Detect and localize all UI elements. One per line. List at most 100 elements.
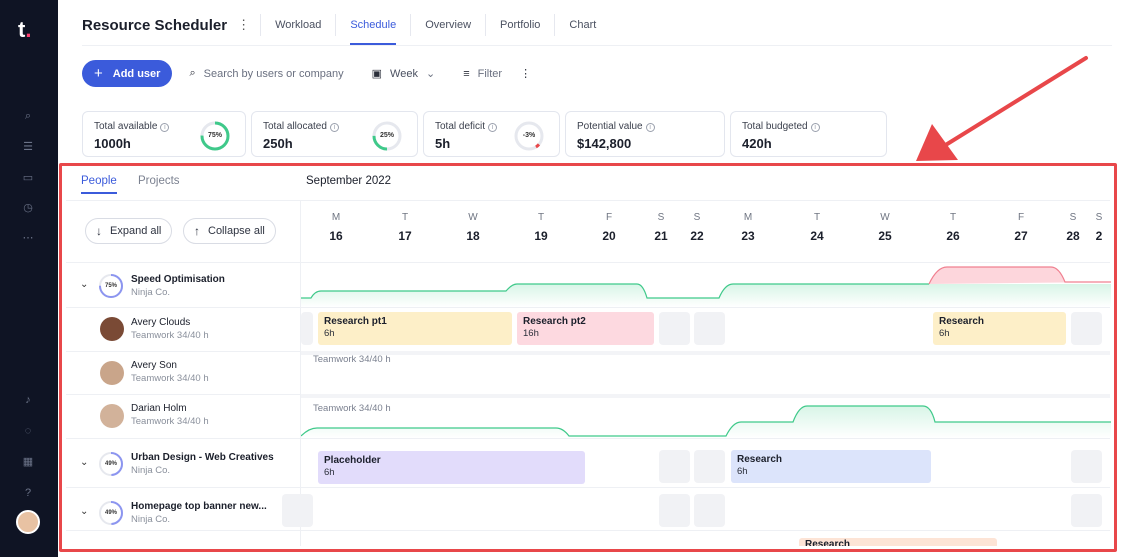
stat-total-available: Total available i 1000h 75% — [82, 111, 246, 157]
divider — [66, 307, 1110, 308]
chevron-down-icon[interactable]: ⌄ — [80, 457, 89, 468]
toolbar-more-icon[interactable]: ⋮ — [520, 68, 532, 80]
month-label: September 2022 — [306, 175, 392, 187]
app-logo[interactable]: t. — [18, 17, 32, 42]
day-column-header: M 23 — [741, 212, 755, 243]
apps-grid-icon[interactable]: ▦ — [22, 456, 34, 468]
tab-portfolio[interactable]: Portfolio — [485, 14, 554, 36]
assignment-block[interactable]: Research 6h — [731, 450, 931, 483]
row-separator — [301, 394, 1110, 398]
empty-slot[interactable] — [659, 494, 690, 527]
tab-overview[interactable]: Overview — [410, 14, 485, 36]
chevron-down-icon[interactable]: ⌄ — [80, 279, 89, 290]
expand-all-label: Expand all — [110, 225, 162, 237]
current-user-avatar[interactable] — [16, 510, 40, 534]
avatar[interactable] — [100, 404, 124, 428]
empty-slot[interactable] — [694, 450, 725, 483]
day-column-header: F 27 — [1014, 212, 1028, 243]
page-title: Resource Scheduler — [82, 16, 228, 34]
day-column-header: S 28 — [1066, 212, 1080, 243]
expand-all-button[interactable]: ↓ Expand all — [85, 218, 173, 244]
assignment-block[interactable]: Research 6h — [933, 312, 1066, 345]
help-circle-icon[interactable]: ◌ — [24, 425, 32, 437]
empty-slot[interactable] — [1071, 494, 1102, 527]
stat-potential-value: Potential value i $142,800 — [565, 111, 725, 157]
stat-value: 420h — [742, 136, 772, 151]
stat-label: Total allocated i — [263, 121, 406, 132]
assignment-block[interactable]: Placeholder 6h — [318, 451, 585, 484]
teamwork-label: Teamwork 34/40 h — [313, 403, 391, 414]
empty-slot[interactable] — [694, 312, 725, 345]
stat-label: Total deficit i — [435, 121, 548, 132]
divider — [66, 487, 1110, 488]
bell-icon[interactable]: ♪ — [25, 394, 31, 406]
add-user-label: Add user — [112, 67, 161, 80]
user-name[interactable]: Avery Son — [131, 360, 177, 371]
folder-icon[interactable]: ▭ — [22, 172, 34, 184]
user-capacity: Teamwork 34/40 h — [131, 416, 209, 427]
title-menu-icon[interactable]: ⋮ — [237, 17, 251, 32]
assignment-block[interactable]: Research pt2 16h — [517, 312, 654, 345]
capacity-graph-darian — [301, 405, 1111, 438]
tab-chart[interactable]: Chart — [554, 14, 610, 36]
user-name[interactable]: Avery Clouds — [131, 317, 191, 328]
info-icon[interactable]: i — [645, 123, 655, 132]
project-ring-percent: 49% — [104, 461, 117, 467]
info-icon[interactable]: i — [329, 123, 339, 132]
filter-button[interactable]: ≡ Filter — [463, 68, 502, 80]
project-name[interactable]: Homepage top banner new... — [131, 501, 267, 512]
empty-slot[interactable] — [694, 494, 725, 527]
divider — [66, 262, 1110, 263]
empty-slot[interactable] — [282, 494, 313, 527]
collapse-all-label: Collapse all — [208, 225, 265, 237]
project-company: Ninja Co. — [131, 465, 171, 476]
empty-slot[interactable] — [659, 450, 690, 483]
highlight-frame — [59, 163, 1117, 552]
chevron-down-icon[interactable]: ⌄ — [80, 506, 89, 517]
day-column-header: T 26 — [946, 212, 960, 243]
stat-value: 1000h — [94, 136, 131, 151]
teamwork-label: Teamwork 34/40 h — [313, 354, 391, 365]
info-icon[interactable]: i — [160, 123, 170, 132]
assignment-block[interactable]: Research pt1 6h — [318, 312, 512, 345]
more-icon[interactable]: ⋯ — [22, 232, 34, 244]
user-name[interactable]: Darian Holm — [131, 403, 187, 414]
list-icon[interactable]: ☰ — [23, 141, 33, 153]
progress-ring — [372, 121, 402, 151]
divider — [66, 438, 1110, 439]
avatar[interactable] — [100, 317, 124, 341]
user-capacity: Teamwork 34/40 h — [131, 373, 209, 384]
sidebar: t. ⌕ ☰ ▭ ◷ ⋯ ♪ ◌ ▦ ? — [0, 0, 58, 557]
column-divider — [300, 200, 301, 546]
plus-icon: + — [94, 65, 103, 82]
project-progress-ring — [99, 452, 123, 476]
week-select[interactable]: ▣ Week ⌄ — [372, 67, 436, 81]
project-name[interactable]: Urban Design - Web Creatives — [131, 452, 274, 463]
ring-percent: 25% — [379, 132, 394, 139]
search-icon[interactable]: ⌕ — [24, 110, 32, 122]
project-progress-ring — [99, 274, 123, 298]
arrow-down-icon: ↓ — [96, 224, 102, 238]
tab-projects[interactable]: Projects — [138, 175, 180, 187]
project-name[interactable]: Speed Optimisation — [131, 274, 225, 285]
stat-label: Potential value i — [577, 121, 713, 132]
tab-people[interactable]: People — [81, 175, 117, 194]
empty-slot[interactable] — [1071, 312, 1102, 345]
search-input[interactable]: ⌕ Search by users or company — [189, 67, 343, 80]
timer-icon[interactable]: ◷ — [23, 202, 33, 214]
filter-icon: ≡ — [463, 67, 470, 80]
add-user-button[interactable]: + Add user — [82, 60, 173, 87]
empty-slot[interactable] — [1071, 450, 1102, 483]
avatar[interactable] — [100, 361, 124, 385]
info-icon[interactable]: i — [810, 123, 820, 132]
collapse-all-button[interactable]: ↑ Collapse all — [183, 218, 276, 244]
stat-total-budgeted: Total budgeted i 420h — [730, 111, 887, 157]
empty-slot[interactable] — [301, 312, 313, 345]
info-icon[interactable]: i — [488, 123, 498, 132]
empty-slot[interactable] — [659, 312, 690, 345]
stat-total-deficit: Total deficit i 5h -3% — [423, 111, 560, 157]
assignment-block[interactable]: Research — [799, 538, 997, 546]
question-icon[interactable]: ? — [24, 487, 32, 499]
tab-workload[interactable]: Workload — [260, 14, 335, 36]
tab-schedule[interactable]: Schedule — [335, 14, 410, 45]
